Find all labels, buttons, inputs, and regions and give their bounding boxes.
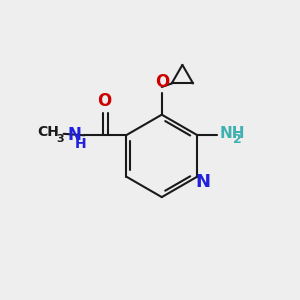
Text: H: H (75, 136, 86, 151)
Text: O: O (97, 92, 111, 110)
Text: N: N (68, 126, 81, 144)
Text: 2: 2 (233, 133, 242, 146)
Text: N: N (195, 173, 210, 191)
Text: O: O (155, 74, 169, 92)
Text: 3: 3 (56, 134, 64, 144)
Text: CH: CH (38, 125, 59, 139)
Text: NH: NH (220, 126, 245, 141)
